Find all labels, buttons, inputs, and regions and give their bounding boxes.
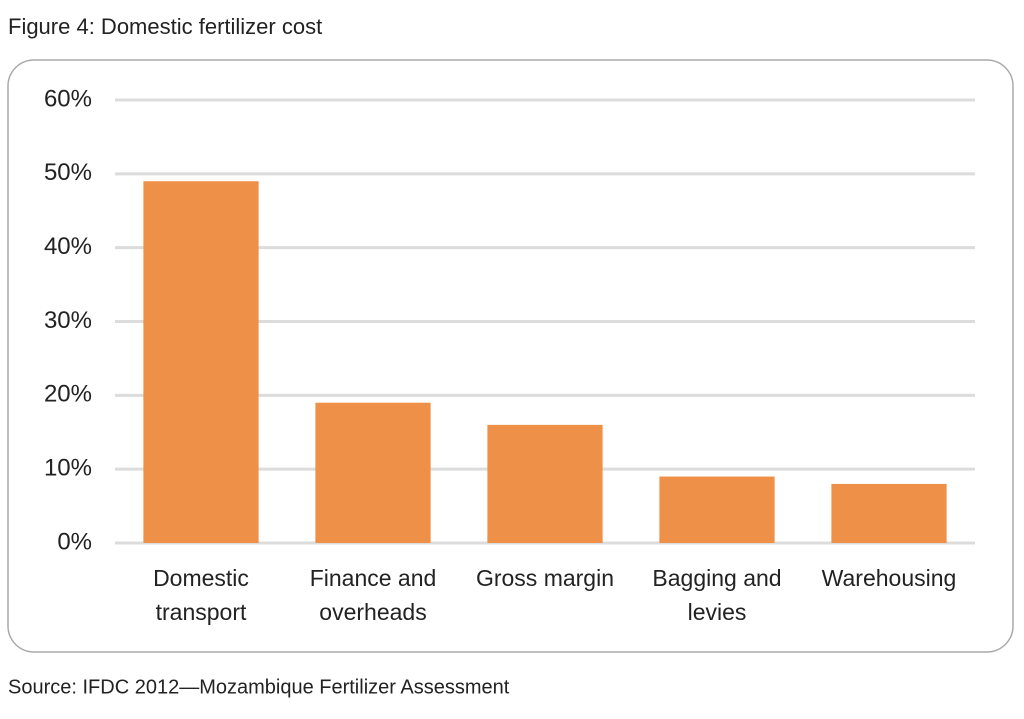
x-tick-label: Warehousing: [821, 565, 957, 591]
y-tick-label: 0%: [57, 528, 92, 555]
bar: [659, 476, 775, 543]
bar: [831, 483, 947, 543]
y-tick-label: 30%: [44, 307, 92, 334]
y-tick-label: 20%: [44, 381, 92, 408]
y-tick-label: 50%: [44, 159, 92, 186]
y-tick-label: 60%: [44, 85, 92, 112]
frame: [7, 59, 1014, 653]
x-tick-label: Domestic transport: [153, 565, 249, 625]
bar: [315, 402, 431, 543]
x-tick-label: Bagging and levies: [652, 565, 782, 625]
y-tick-label: 10%: [44, 455, 92, 482]
x-tick-label: Finance and overheads: [309, 565, 437, 625]
bar: [487, 424, 603, 543]
x-tick-label: Gross margin: [475, 565, 615, 591]
source-note: Source: IFDC 2012—Mozambique Fertilizer …: [8, 676, 510, 698]
bar: [143, 181, 259, 543]
chart-title: Figure 4: Domestic fertilizer cost: [8, 14, 322, 39]
y-tick-label: 40%: [44, 233, 92, 260]
